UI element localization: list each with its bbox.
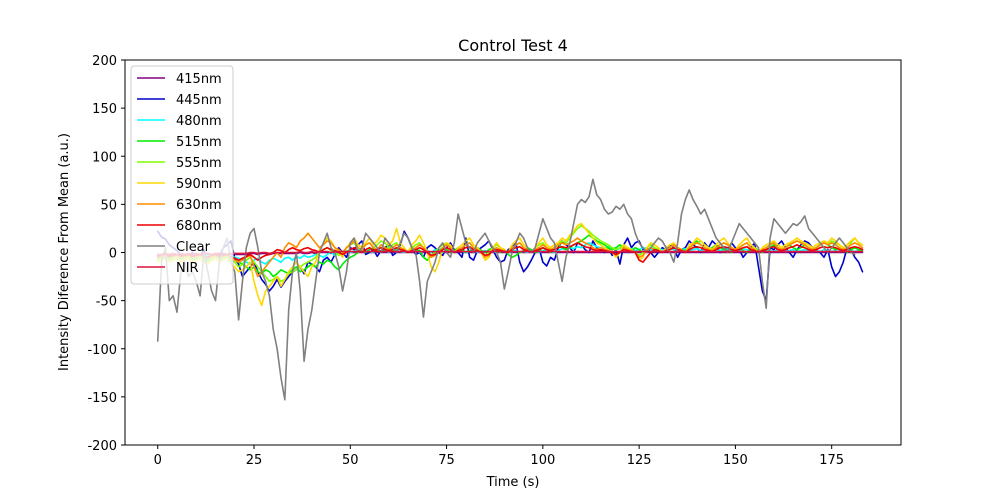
y-tick-label: -50	[96, 295, 117, 310]
y-tick-label: 200	[92, 54, 117, 69]
legend: 415nm 445nm 480nm 515nm 555nm 590nm 630nm 680nm…	[130, 65, 234, 285]
x-tick-label: 25	[246, 453, 263, 468]
series-line-590nm	[156, 222, 864, 307]
legend-label: 590nm	[176, 177, 222, 192]
y-tick-label: 50	[100, 198, 117, 213]
series-layer	[156, 178, 864, 401]
y-axis-label: Intensity Diference From Mean (a.u.)	[57, 133, 72, 371]
series-line-clear	[156, 178, 856, 401]
x-axis-label: Time (s)	[486, 475, 540, 490]
y-axis: -200 -150 -100 -50 0 50 100 150 200	[87, 54, 125, 454]
y-tick-label: -200	[87, 439, 117, 454]
legend-label: 555nm	[176, 156, 222, 171]
x-tick-label: 75	[438, 453, 455, 468]
legend-label: 445nm	[176, 93, 222, 108]
x-tick-label: 100	[530, 453, 555, 468]
chart-title: Control Test 4	[458, 36, 568, 55]
legend-label: 480nm	[176, 114, 222, 129]
legend-label: 415nm	[176, 72, 222, 87]
x-axis: 0 25 50 75 100 125 150 175	[154, 445, 844, 468]
series-line-nir	[156, 250, 864, 256]
legend-label: 630nm	[176, 198, 222, 213]
x-tick-label: 150	[723, 453, 748, 468]
x-tick-label: 175	[819, 453, 844, 468]
x-tick-label: 50	[342, 453, 359, 468]
y-tick-label: 150	[92, 102, 117, 117]
legend-label: 515nm	[176, 135, 222, 150]
x-tick-label: 0	[154, 453, 162, 468]
y-tick-label: -100	[87, 343, 117, 358]
y-tick-label: 100	[92, 150, 117, 165]
legend-label: 680nm	[176, 219, 222, 234]
legend-label: Clear	[176, 240, 211, 255]
x-tick-label: 125	[627, 453, 652, 468]
y-tick-label: 0	[109, 247, 117, 262]
y-tick-label: -150	[87, 391, 117, 406]
plot-area	[124, 59, 902, 446]
legend-label: NIR	[176, 261, 199, 276]
